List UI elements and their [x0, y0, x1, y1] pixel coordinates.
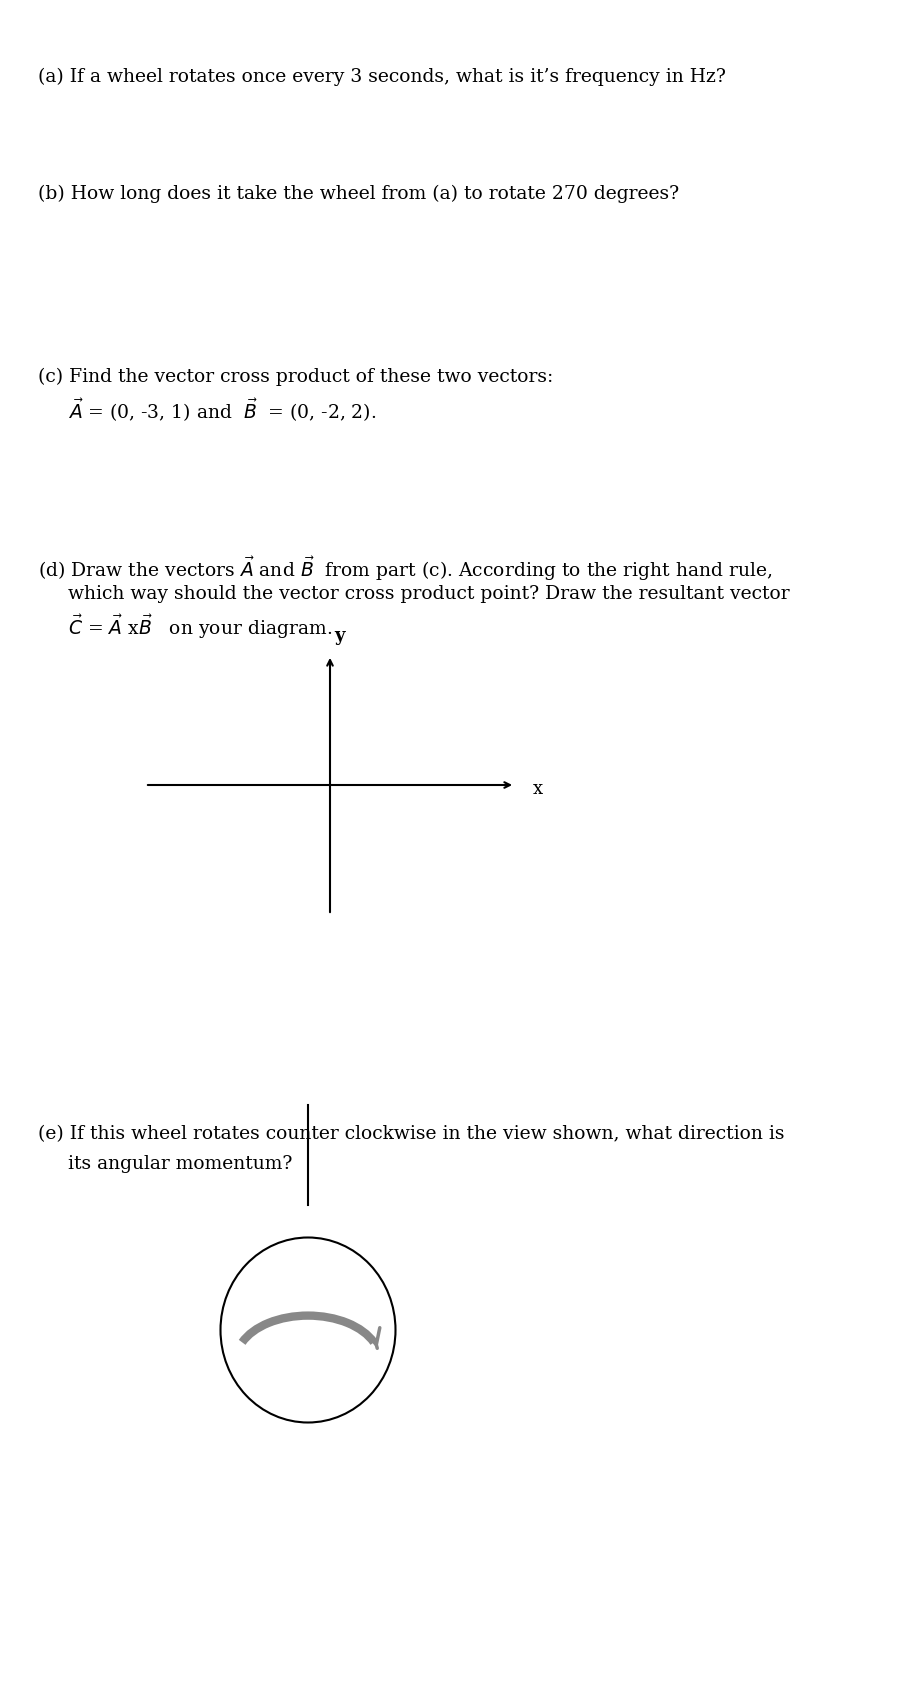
- Text: $\vec{C}$ = $\vec{A}$ x$\vec{B}$   on your diagram.: $\vec{C}$ = $\vec{A}$ x$\vec{B}$ on your…: [68, 613, 332, 642]
- Text: which way should the vector cross product point? Draw the resultant vector: which way should the vector cross produc…: [68, 585, 788, 603]
- Text: (a) If a wheel rotates once every 3 seconds, what is it’s frequency in Hz?: (a) If a wheel rotates once every 3 seco…: [38, 67, 725, 86]
- Text: (c) Find the vector cross product of these two vectors:: (c) Find the vector cross product of the…: [38, 367, 553, 386]
- Text: x: x: [533, 780, 543, 799]
- Text: (e) If this wheel rotates counter clockwise in the view shown, what direction is: (e) If this wheel rotates counter clockw…: [38, 1126, 784, 1142]
- Text: (b) How long does it take the wheel from (a) to rotate 270 degrees?: (b) How long does it take the wheel from…: [38, 185, 678, 204]
- Text: (d) Draw the vectors $\vec{A}$ and $\vec{B}$  from part (c). According to the ri: (d) Draw the vectors $\vec{A}$ and $\vec…: [38, 554, 772, 583]
- Text: y: y: [334, 627, 345, 645]
- Text: its angular momentum?: its angular momentum?: [68, 1154, 292, 1173]
- Text: $\vec{A}$ = (0, -3, 1) and  $\vec{B}$  = (0, -2, 2).: $\vec{A}$ = (0, -3, 1) and $\vec{B}$ = (…: [68, 396, 376, 423]
